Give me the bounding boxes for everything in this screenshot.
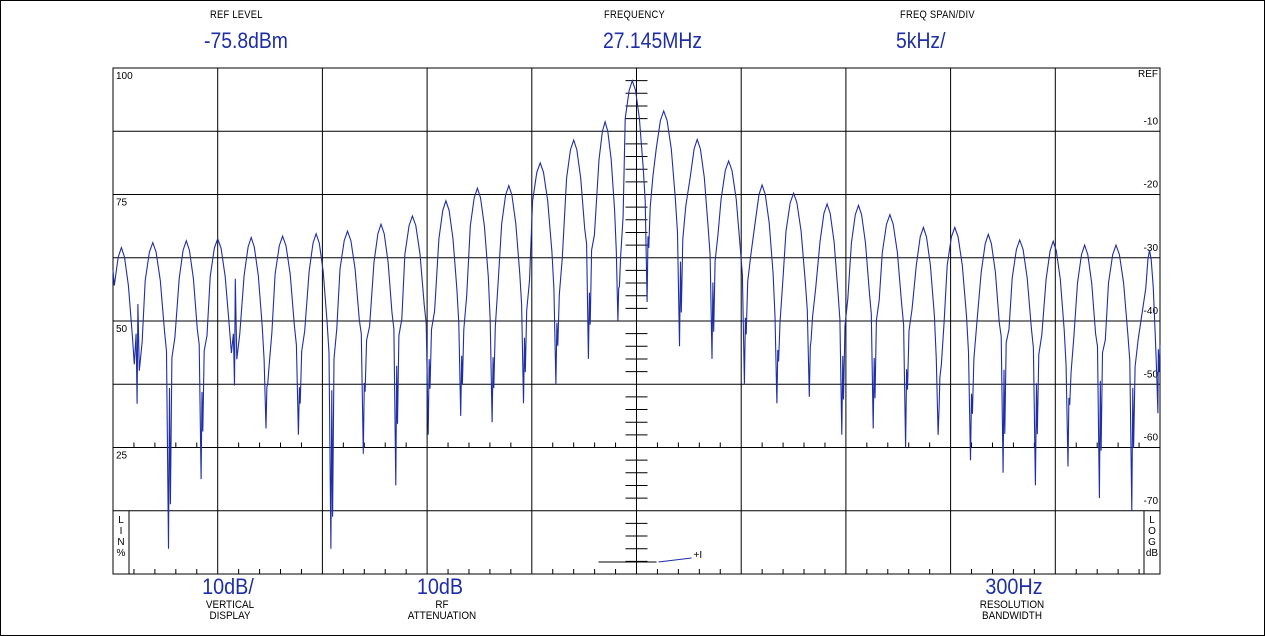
left-axis-label: 25 bbox=[116, 451, 128, 462]
plot-grid bbox=[112, 67, 1161, 575]
right-axis-labels: REF -10 -20 -30 -40 -50 -60 -70 bbox=[1138, 69, 1158, 507]
ref-level-value: -75.8dBm bbox=[204, 28, 288, 53]
frequency-label: FREQUENCY bbox=[604, 9, 666, 21]
log-tag-letter: dB bbox=[1146, 548, 1159, 559]
rf-attenuation-value: 10dB bbox=[416, 574, 464, 599]
rf-attenuation-label-1: RF bbox=[435, 599, 449, 611]
marker-arrow bbox=[658, 557, 692, 563]
vertical-display-label-2: DISPLAY bbox=[209, 610, 251, 622]
span-label: FREQ SPAN/DIV bbox=[900, 9, 975, 21]
right-axis-label: REF bbox=[1138, 69, 1158, 80]
span-value: 5kHz/ bbox=[896, 28, 946, 53]
left-axis-label: 50 bbox=[116, 324, 128, 335]
left-axis-labels: 100 75 50 25 bbox=[116, 71, 133, 462]
right-axis-label: -50 bbox=[1144, 369, 1159, 380]
log-tag-letter: L bbox=[1149, 515, 1155, 526]
resolution-bandwidth-label-2: BANDWIDTH bbox=[982, 610, 1042, 622]
lin-tag-letter: % bbox=[117, 548, 126, 559]
resolution-bandwidth-label-1: RESOLUTION bbox=[979, 599, 1045, 611]
log-tag-letter: O bbox=[1148, 526, 1156, 537]
marker-text: +I bbox=[694, 550, 703, 561]
ref-level-label: REF LEVEL bbox=[210, 9, 263, 21]
right-axis-label: -10 bbox=[1144, 116, 1159, 127]
right-axis-label: -70 bbox=[1144, 496, 1159, 507]
spectrum-trace bbox=[112, 78, 1161, 549]
resolution-bandwidth-value: 300Hz bbox=[985, 574, 1043, 599]
right-axis-label: -40 bbox=[1144, 306, 1159, 317]
right-axis-label: -60 bbox=[1144, 433, 1159, 444]
frequency-value: 27.145MHz bbox=[603, 28, 703, 53]
right-axis-label: -30 bbox=[1144, 243, 1159, 254]
vertical-display-value: 10dB/ bbox=[202, 574, 254, 599]
log-tag-letter: G bbox=[1148, 537, 1156, 548]
lin-tag-letter: I bbox=[120, 526, 123, 537]
left-axis-label: 100 bbox=[116, 71, 133, 82]
vertical-display-label-1: VERTICAL bbox=[205, 599, 255, 611]
right-axis-label: -20 bbox=[1144, 180, 1159, 191]
center-marker: +I bbox=[598, 550, 703, 563]
lin-tag-letter: N bbox=[117, 537, 124, 548]
rf-attenuation-label-2: ATTENUATION bbox=[407, 610, 477, 622]
lin-tag-letter: L bbox=[118, 515, 124, 526]
left-axis-label: 75 bbox=[116, 198, 128, 209]
